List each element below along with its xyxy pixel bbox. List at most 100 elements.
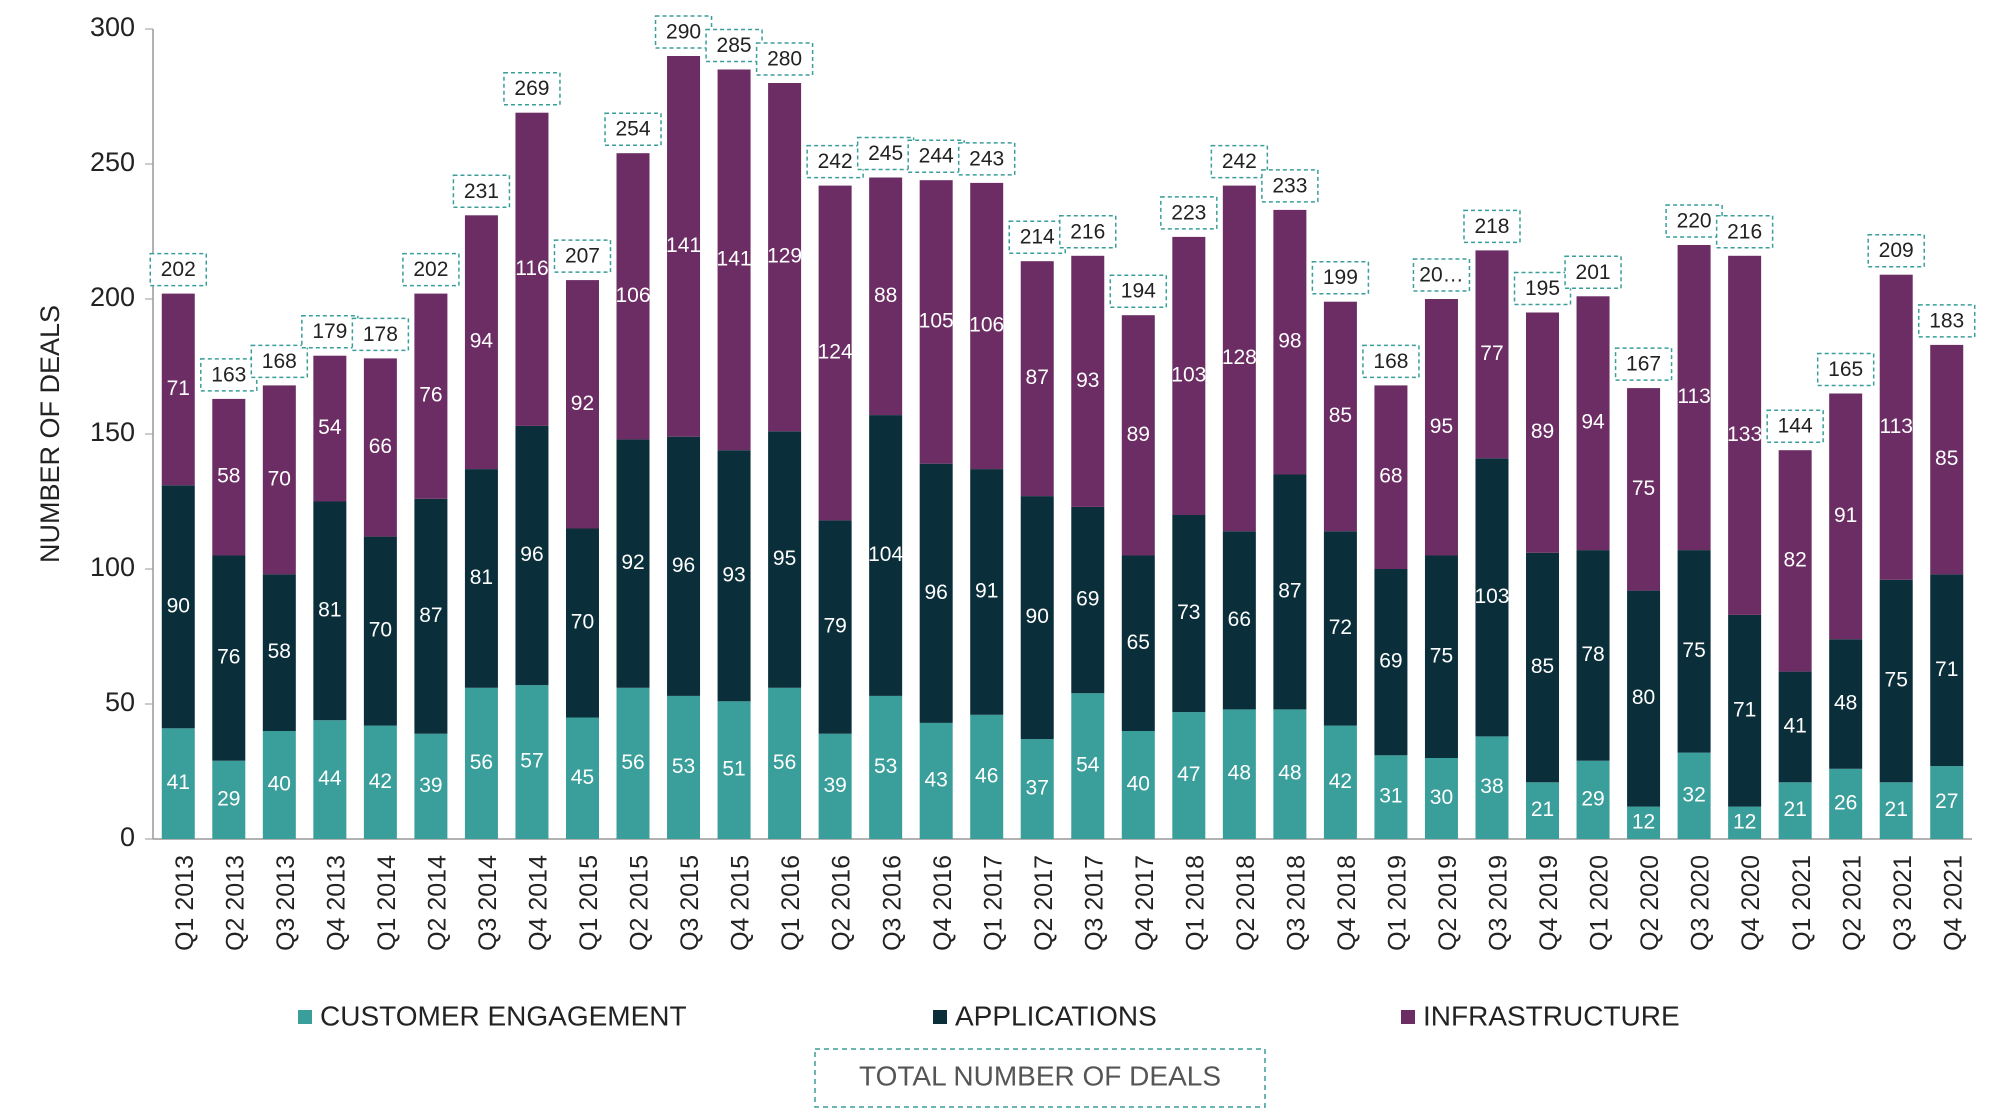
segment-label: 103 <box>1474 585 1509 608</box>
segment-label: 12 <box>1733 810 1756 833</box>
bar-segment <box>667 56 701 437</box>
total-label: 244 <box>919 145 954 168</box>
total-label: 202 <box>413 258 448 281</box>
total-label: 202 <box>161 258 196 281</box>
segment-label: 78 <box>1581 643 1604 666</box>
bar-segment <box>1172 236 1206 515</box>
bar-segment <box>768 431 802 688</box>
x-tick-label: Q3 2020 <box>1687 855 1715 951</box>
segment-label: 48 <box>1278 762 1301 785</box>
segment-label: 56 <box>773 751 796 774</box>
bar-segment <box>1728 806 1762 839</box>
bar-segment <box>1930 766 1964 839</box>
segment-label: 88 <box>874 284 897 307</box>
bar-segment <box>262 385 296 575</box>
bar-segment <box>1576 296 1610 551</box>
total-box <box>503 71 561 106</box>
total-label: 223 <box>1171 201 1206 224</box>
total-box <box>1412 258 1471 292</box>
segment-label: 58 <box>268 640 291 663</box>
total-box <box>1109 274 1168 308</box>
bar-segment <box>1475 250 1509 459</box>
total-box <box>1362 344 1420 379</box>
y-tick-label: 50 <box>105 687 135 717</box>
bar-segment <box>717 701 751 839</box>
segment-label: 71 <box>1733 698 1756 721</box>
total-box <box>1160 196 1218 230</box>
segment-label: 133 <box>1727 423 1762 446</box>
total-box <box>1614 347 1673 381</box>
segment-label: 79 <box>823 615 846 638</box>
segment-label: 31 <box>1379 785 1402 808</box>
bar-segment <box>1222 531 1256 710</box>
segment-label: 93 <box>722 563 745 586</box>
bar-segment <box>1728 614 1762 807</box>
x-tick-label: Q4 2017 <box>1131 855 1159 951</box>
bar-segment <box>414 733 448 839</box>
total-box <box>452 174 511 209</box>
segment-label: 113 <box>1677 385 1710 408</box>
segment-label: 39 <box>823 774 846 797</box>
bar-segment <box>818 733 852 839</box>
x-tick-label: Q2 2017 <box>1030 855 1058 951</box>
segment-label: 104 <box>868 543 903 566</box>
bar-segment <box>1879 782 1913 839</box>
bar-segment <box>717 69 751 451</box>
segment-label: 76 <box>217 646 240 669</box>
segment-label: 44 <box>318 767 342 790</box>
x-tick-label: Q1 2019 <box>1384 855 1412 951</box>
bar-segment <box>717 450 751 702</box>
segment-label: 43 <box>925 768 948 791</box>
x-tick-label: Q2 2013 <box>221 855 249 951</box>
segment-label: 40 <box>268 773 291 796</box>
x-tick-label: Q4 2018 <box>1333 855 1361 951</box>
segment-label: 81 <box>470 566 493 589</box>
total-box <box>1766 409 1824 443</box>
segment-label: 116 <box>515 257 548 280</box>
legend-label: APPLICATIONS <box>955 1000 1157 1031</box>
bar-segment <box>1323 301 1357 532</box>
bar-segment <box>1475 736 1509 839</box>
segment-label: 71 <box>1935 658 1958 681</box>
bar-segment <box>313 501 347 721</box>
bar-segment <box>1627 388 1661 591</box>
bar-segment <box>262 574 296 731</box>
total-label: 195 <box>1525 277 1560 300</box>
x-tick-label: Q3 2017 <box>1080 855 1108 951</box>
x-tick-label: Q3 2013 <box>272 855 300 951</box>
bar-segment <box>161 728 195 839</box>
bar-segment <box>919 180 953 464</box>
segment-label: 65 <box>1127 631 1150 654</box>
total-label: 209 <box>1879 239 1914 262</box>
bar-segment <box>1424 758 1458 839</box>
total-box <box>402 252 460 287</box>
segment-label: 42 <box>369 770 392 793</box>
segment-label: 48 <box>1834 692 1857 715</box>
x-tick-label: Q4 2021 <box>1939 855 1967 951</box>
x-tick-label: Q3 2016 <box>878 855 906 951</box>
bar-segment <box>363 358 397 537</box>
x-tick-label: Q2 2018 <box>1232 855 1260 951</box>
segment-label: 87 <box>1026 366 1049 389</box>
x-tick-label: Q2 2014 <box>424 855 452 951</box>
bar-segment <box>1778 782 1812 839</box>
bar-segment <box>1071 255 1105 507</box>
x-tick-label: Q4 2019 <box>1535 855 1563 951</box>
bar-segment <box>1374 569 1408 756</box>
x-tick-label: Q1 2018 <box>1181 855 1209 951</box>
segment-label: 53 <box>672 755 695 778</box>
x-tick-label: Q4 2016 <box>929 855 957 951</box>
bar-segment <box>161 485 195 729</box>
bar-segment <box>515 685 549 839</box>
segment-label: 45 <box>571 766 594 789</box>
segment-label: 30 <box>1430 786 1453 809</box>
bar-segment <box>1526 312 1560 553</box>
x-tick-label: Q2 2021 <box>1838 855 1866 951</box>
bar-segment <box>1930 344 1964 575</box>
total-label: 243 <box>969 147 1004 170</box>
segment-label: 56 <box>470 751 493 774</box>
bar-segment <box>565 717 599 839</box>
segment-label: 75 <box>1885 669 1908 692</box>
bar-segment <box>869 695 903 839</box>
bar-segment <box>970 469 1004 715</box>
